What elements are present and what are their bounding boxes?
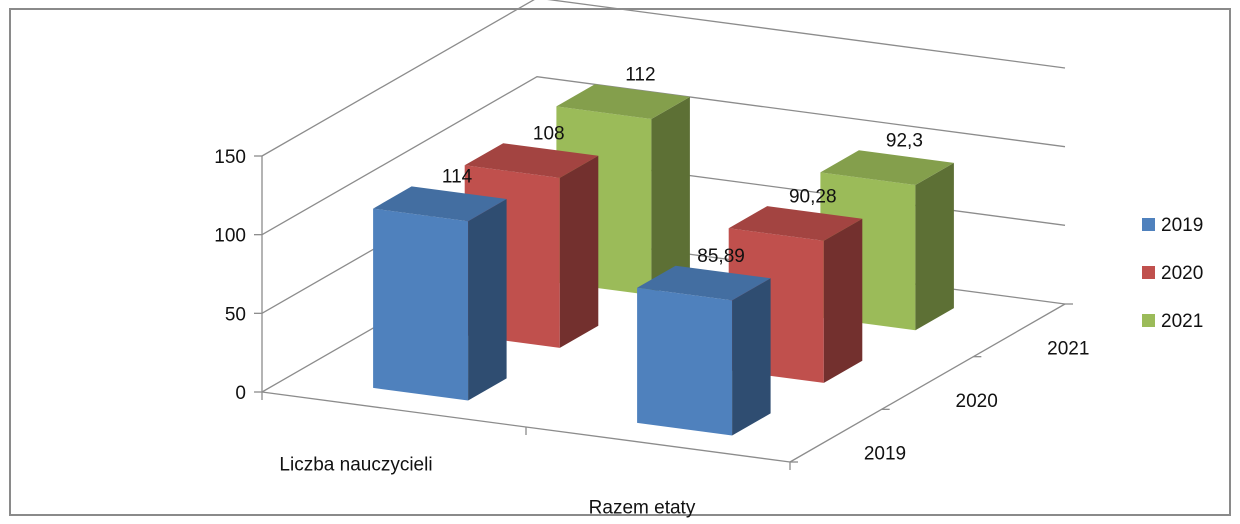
y-tick-label-0: 0 <box>235 383 246 404</box>
y-tick-label-1: 50 <box>225 304 246 325</box>
axes <box>254 155 1073 470</box>
legend-label-2020: 2020 <box>1161 263 1203 284</box>
data-label-2019-0: 114 <box>442 167 473 188</box>
data-label-2021-0: 112 <box>625 65 655 86</box>
data-label-2020-0: 108 <box>533 124 565 145</box>
data-label-2020-1: 90,28 <box>789 186 837 207</box>
legend: 2019 2020 2021 <box>1142 215 1203 332</box>
depth-label-0: 2019 <box>864 444 906 465</box>
legend-label-2019: 2019 <box>1161 215 1203 236</box>
bar-side-2019-0 <box>468 199 507 401</box>
legend-label-2021: 2021 <box>1161 311 1203 332</box>
gridline-3 <box>261 0 1066 157</box>
gridline-2 <box>261 76 1066 236</box>
bar-top-2021-0 <box>556 84 690 119</box>
category-label-0: Liczba nauczycieli <box>279 455 432 476</box>
bar-top-2019-0 <box>373 186 507 222</box>
depth-axis-line <box>789 303 1066 463</box>
depth-label-1: 2020 <box>956 391 998 412</box>
bar-side-2021-1 <box>915 162 954 331</box>
bar-top-2019-1 <box>637 265 771 301</box>
category-label-1: Razem etaty <box>589 498 696 519</box>
data-label-2021-1: 92,3 <box>886 131 923 152</box>
legend-swatch-2021 <box>1142 314 1155 327</box>
legend-swatch-2020 <box>1142 266 1155 279</box>
legend-swatch-2019 <box>1142 218 1155 231</box>
labels: 0 50 100 150 Liczba nauczycieli Razem etaty 20… <box>214 65 1089 519</box>
y-tick-label-2: 100 <box>214 226 246 247</box>
bar-top-2020-1 <box>728 206 863 241</box>
bar-2019-1 <box>637 265 771 436</box>
bar-front-2019-1 <box>637 287 733 436</box>
bar-top-2021-1 <box>820 150 954 185</box>
bar-side-2020-1 <box>823 218 863 383</box>
bar-side-2021-0 <box>651 96 690 296</box>
y-tick-label-3: 150 <box>214 147 246 168</box>
bar-top-2020-0 <box>464 143 599 178</box>
bar-2019-0 <box>373 186 507 401</box>
bar-side-2019-1 <box>732 278 771 436</box>
data-label-2019-1: 85,89 <box>697 246 745 267</box>
bar-side-2020-0 <box>559 155 599 348</box>
bar-front-2019-0 <box>373 208 469 401</box>
bars <box>373 84 954 436</box>
depth-label-2: 2021 <box>1047 338 1089 359</box>
